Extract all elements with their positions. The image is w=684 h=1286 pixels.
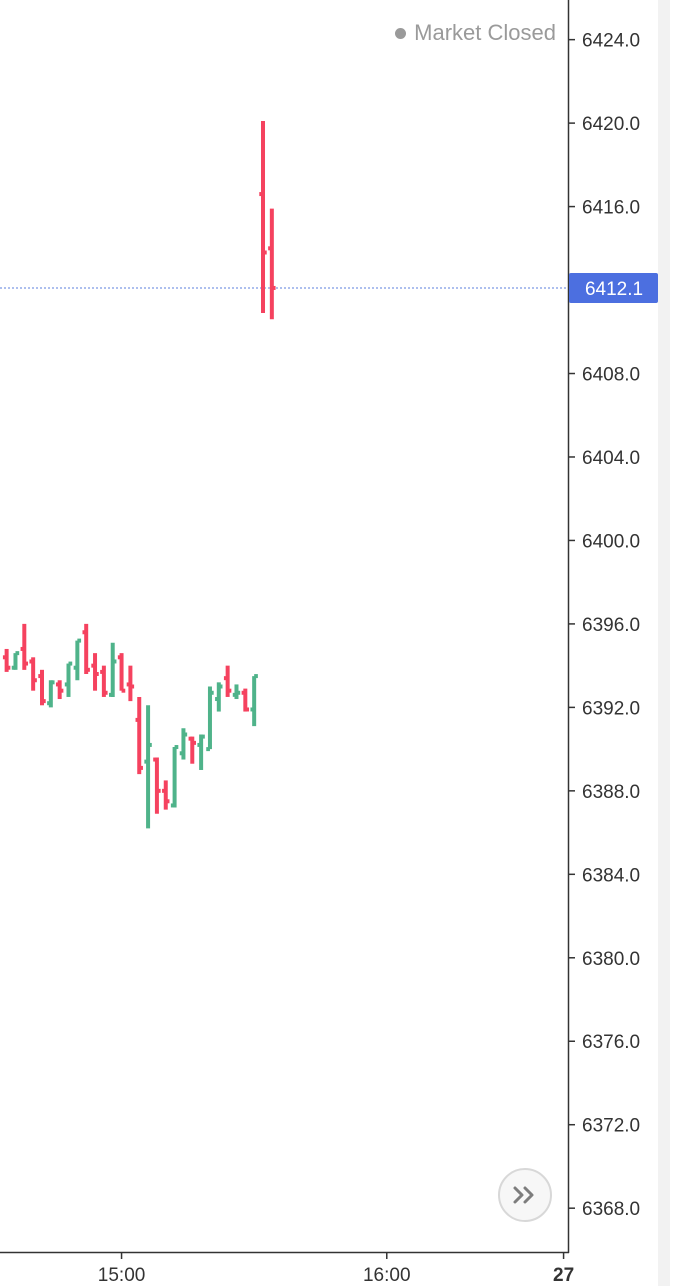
- y-tick-label: 6388.0: [582, 782, 640, 803]
- y-tick-label: 6408.0: [582, 365, 640, 386]
- ohlc-bar: [206, 686, 214, 752]
- ohlc-bar: [197, 734, 205, 770]
- y-tick-label: 6376.0: [582, 1032, 640, 1053]
- plot-area[interactable]: [0, 0, 568, 1252]
- ohlc-bar: [47, 680, 55, 708]
- current-price-badge: 6412.1: [569, 272, 658, 303]
- y-tick-label: 6368.0: [582, 1199, 640, 1220]
- ohlc-bar: [11, 651, 20, 670]
- current-price-badge-bg: [569, 272, 658, 303]
- status-dot-icon: [395, 27, 407, 39]
- ohlc-bar: [55, 680, 64, 700]
- y-tick-label: 6396.0: [582, 615, 640, 636]
- ohlc-bar: [29, 657, 37, 691]
- page-scrollbar[interactable]: [658, 0, 670, 1286]
- ohlc-bar: [117, 653, 126, 693]
- ohlc-bar: [144, 705, 152, 829]
- ohlc-bar: [162, 780, 170, 810]
- time-axis[interactable]: 15:00 16:00 27: [98, 1252, 574, 1286]
- y-tick-label: 6400.0: [582, 531, 640, 552]
- ohlc-bar: [232, 684, 241, 700]
- market-status-label: Market Closed: [414, 20, 556, 45]
- ohlc-bar: [100, 665, 108, 697]
- ohlc-bar: [64, 661, 73, 697]
- ohlc-bar: [241, 688, 250, 712]
- market-status: Market Closed: [395, 20, 556, 46]
- ohlc-bar: [250, 674, 258, 727]
- current-price-label: 6412.1: [585, 279, 643, 300]
- ohlc-bar: [73, 638, 82, 681]
- ohlc-bars: [2, 121, 276, 829]
- y-tick-label: 6424.0: [582, 31, 640, 52]
- ohlc-bar: [215, 682, 223, 712]
- y-tick-label: 6404.0: [582, 448, 640, 469]
- ohlc-bar: [170, 745, 179, 808]
- double-chevron-right-icon: [513, 1186, 534, 1204]
- y-tick-label: 6392.0: [582, 698, 640, 719]
- x-tick-label: 16:00: [363, 1265, 411, 1286]
- scroll-to-realtime-button[interactable]: [498, 1168, 552, 1222]
- ohlc-bar: [20, 623, 29, 670]
- x-tick-label: 15:00: [98, 1265, 146, 1286]
- price-axis[interactable]: 6424.06420.06416.06412.06408.06404.06400…: [568, 31, 640, 1221]
- ohlc-bar: [126, 665, 135, 702]
- ohlc-bar: [82, 623, 90, 674]
- ohlc-bar: [268, 208, 276, 320]
- ohlc-bar: [188, 736, 196, 764]
- ohlc-bar: [153, 757, 161, 814]
- y-tick-label: 6420.0: [582, 114, 640, 135]
- ohlc-bar: [135, 696, 143, 775]
- ohlc-bar: [38, 669, 46, 706]
- ohlc-bar: [259, 121, 267, 313]
- ohlc-bar: [109, 642, 117, 697]
- x-tick-label: 27: [553, 1265, 574, 1286]
- ohlc-bar: [91, 653, 99, 691]
- y-tick-label: 6416.0: [582, 198, 640, 219]
- ohlc-bar: [223, 665, 232, 697]
- ohlc-bar: [179, 728, 188, 760]
- y-tick-label: 6380.0: [582, 949, 640, 970]
- y-tick-label: 6384.0: [582, 865, 640, 886]
- ohlc-bar: [2, 648, 11, 672]
- y-tick-label: 6372.0: [582, 1116, 640, 1137]
